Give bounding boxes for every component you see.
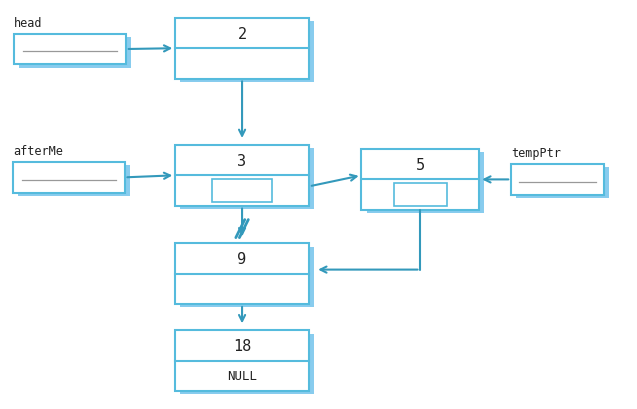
- Bar: [175, 330, 309, 391]
- Bar: [180, 247, 314, 308]
- Bar: [516, 168, 608, 198]
- Bar: [13, 163, 124, 193]
- Bar: [175, 244, 309, 304]
- Bar: [20, 38, 131, 68]
- Bar: [394, 184, 447, 207]
- Bar: [15, 34, 125, 65]
- Bar: [175, 19, 309, 79]
- Bar: [366, 153, 484, 213]
- Bar: [361, 150, 479, 210]
- Text: tempPtr: tempPtr: [511, 147, 561, 160]
- Bar: [180, 334, 314, 394]
- Bar: [511, 164, 603, 195]
- Text: afterMe: afterMe: [13, 145, 63, 158]
- Bar: [180, 22, 314, 83]
- Bar: [175, 146, 309, 206]
- Text: 3: 3: [238, 153, 247, 168]
- Text: head: head: [15, 17, 43, 30]
- Bar: [18, 166, 130, 197]
- Bar: [212, 180, 272, 202]
- Bar: [180, 149, 314, 209]
- Text: 5: 5: [416, 157, 425, 172]
- Text: 9: 9: [238, 252, 247, 266]
- Text: 18: 18: [233, 338, 251, 353]
- Text: NULL: NULL: [227, 369, 257, 382]
- Text: 2: 2: [238, 27, 247, 41]
